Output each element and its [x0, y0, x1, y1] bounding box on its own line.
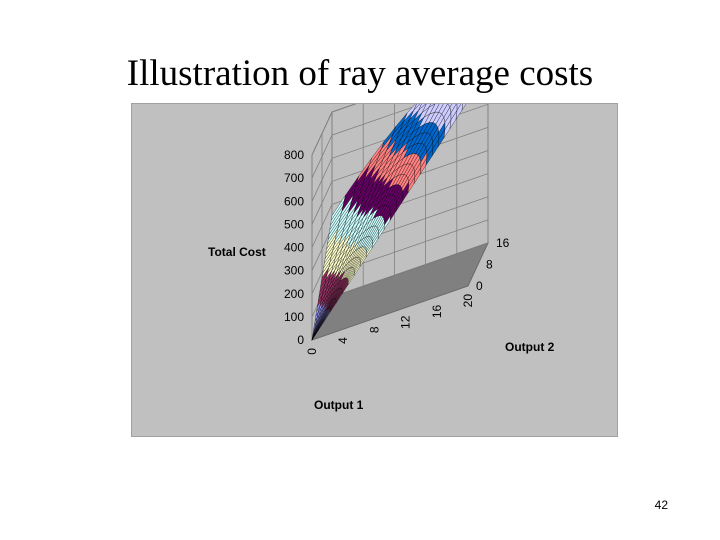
y-axis-label: Output 2 [505, 340, 555, 354]
z-tick-label: 700 [284, 171, 304, 185]
x-tick-label: 0 [305, 348, 319, 355]
slide-title: Illustration of ray average costs [126, 53, 594, 94]
z-tick-label: 0 [297, 333, 304, 347]
x-tick-label: 8 [367, 326, 381, 333]
z-tick-label: 500 [284, 217, 304, 231]
z-axis-label: Total Cost [208, 245, 266, 259]
z-tick-label: 200 [284, 287, 304, 301]
slide-number: 42 [654, 498, 668, 512]
surface-cell [455, 104, 463, 120]
z-tick-label: 100 [284, 310, 304, 324]
surface-cell [461, 104, 467, 111]
x-axis-label: Output 1 [314, 398, 364, 412]
x-tick-label: 20 [461, 294, 475, 308]
z-tick-label: 400 [284, 241, 304, 255]
z-tick-label: 800 [284, 148, 304, 162]
chart-panel: 0 100 200 300 400 500 600 700 800 0 4 8 12 16 20 0 8 16 T… [131, 103, 618, 437]
y-tick-label: 16 [496, 236, 510, 250]
z-tick-label: 300 [284, 264, 304, 278]
x-tick-label: 16 [430, 304, 444, 318]
surface-cell [447, 104, 453, 108]
x-tick-label: 12 [399, 315, 413, 329]
z-tick-label: 600 [284, 194, 304, 208]
x-tick-label: 4 [336, 337, 350, 344]
y-tick-label: 0 [476, 279, 483, 293]
y-tick-label: 8 [486, 258, 493, 272]
